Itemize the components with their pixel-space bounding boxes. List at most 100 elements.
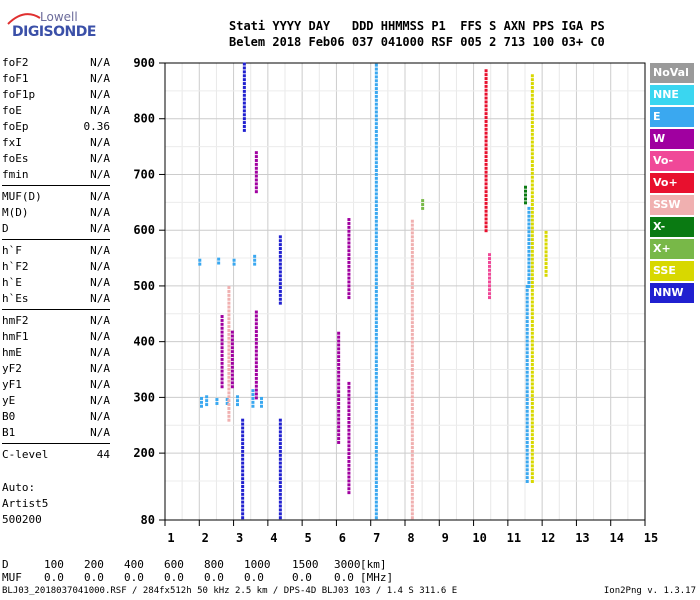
echo-point <box>525 472 529 476</box>
echo-point <box>241 473 245 477</box>
echo-point <box>484 112 488 116</box>
echo-point <box>374 165 378 169</box>
echo-point <box>278 485 282 489</box>
echo-point <box>530 405 534 409</box>
echo-point <box>484 131 488 135</box>
autoscaling-info: Auto: Artist5 500200 <box>2 480 48 528</box>
echo-point <box>217 257 221 261</box>
echo-point <box>410 379 414 383</box>
echo-point <box>374 114 378 118</box>
echo-point <box>544 273 548 277</box>
echo-point <box>278 473 282 477</box>
echo-point <box>374 274 378 278</box>
legend-item: W <box>650 129 694 149</box>
echo-point <box>220 365 224 369</box>
echo-point <box>278 286 282 290</box>
echo-point <box>527 253 531 257</box>
echo-point <box>220 361 224 365</box>
echo-point <box>374 434 378 438</box>
echo-point <box>488 260 491 264</box>
param-row: hmE N/A <box>2 345 110 361</box>
echo-point <box>410 442 414 446</box>
param-label: fmin <box>2 168 29 181</box>
echo-point <box>227 313 231 317</box>
echo-point <box>337 390 341 394</box>
echo-point <box>527 242 531 246</box>
echo-point <box>374 301 378 305</box>
echo-point <box>374 247 378 251</box>
echo-point <box>527 273 531 277</box>
echo-point <box>484 155 488 159</box>
param-row: foE N/A <box>2 103 110 119</box>
x-tick-label: 5 <box>305 531 312 545</box>
echo-point <box>525 300 529 304</box>
echo-point <box>488 280 491 284</box>
echo-point <box>374 403 378 407</box>
echo-point <box>410 469 414 473</box>
echo-point <box>484 88 488 92</box>
echo-point <box>374 356 378 360</box>
param-row: h`F N/A <box>2 243 110 259</box>
echo-point <box>484 178 488 182</box>
echo-point <box>527 277 531 281</box>
echo-point <box>242 85 246 89</box>
station-header: Stati YYYY DAY DDD HHMMSS P1 FFS S AXN P… <box>229 18 612 50</box>
echo-point <box>374 426 378 430</box>
echo-point <box>410 438 414 442</box>
echo-point <box>527 210 531 214</box>
echo-point <box>337 355 341 359</box>
echo-point <box>374 118 378 122</box>
echo-point <box>524 193 527 197</box>
y-tick-label: 500 <box>133 279 155 293</box>
auto-line1: Auto: <box>2 481 36 494</box>
echo-point <box>215 401 219 405</box>
echo-point <box>374 336 378 340</box>
echo-point <box>544 234 548 238</box>
echo-point <box>530 292 534 296</box>
echo-point <box>278 293 282 297</box>
muf-row-cell: 0.0 <box>334 571 354 584</box>
header-label: IGA <box>561 19 591 33</box>
echo-point <box>421 199 425 203</box>
echo-point <box>242 89 246 93</box>
echo-point <box>374 126 378 130</box>
echo-point <box>278 266 282 270</box>
param-row: D N/A <box>2 221 110 237</box>
echo-point <box>227 356 231 360</box>
param-row: fxI N/A <box>2 135 110 151</box>
echo-point <box>347 420 351 424</box>
echo-point <box>410 352 414 356</box>
echo-point <box>230 338 234 342</box>
echo-point <box>227 317 231 321</box>
echo-point <box>374 325 378 329</box>
echo-point <box>260 396 263 400</box>
echo-point <box>530 456 534 460</box>
echo-point <box>374 176 378 180</box>
x-tick-label: 3 <box>236 531 243 545</box>
echo-point <box>254 345 258 349</box>
echo-point <box>525 316 529 320</box>
echo-point <box>525 401 529 405</box>
echo-point <box>544 238 548 242</box>
param-label: foF2 <box>2 56 29 69</box>
echo-point <box>374 340 378 344</box>
header-value: 100 <box>532 35 562 49</box>
legend-item: NoVal <box>650 63 694 83</box>
logo-line1: Lowell <box>40 10 78 24</box>
y-tick-label: 300 <box>133 390 155 404</box>
echo-point <box>347 264 351 268</box>
header-value: 03+ <box>561 35 591 49</box>
echo-point <box>374 375 378 379</box>
echo-point <box>484 69 488 73</box>
echo-point <box>347 467 351 471</box>
echo-point <box>530 308 534 312</box>
echo-point <box>530 234 534 238</box>
echo-point <box>525 429 529 433</box>
echo-point <box>410 270 414 274</box>
echo-point <box>374 188 378 192</box>
echo-point <box>484 158 488 162</box>
echo-point <box>347 218 351 222</box>
header-label: AXN <box>503 19 533 33</box>
legend-item: X- <box>650 217 694 237</box>
